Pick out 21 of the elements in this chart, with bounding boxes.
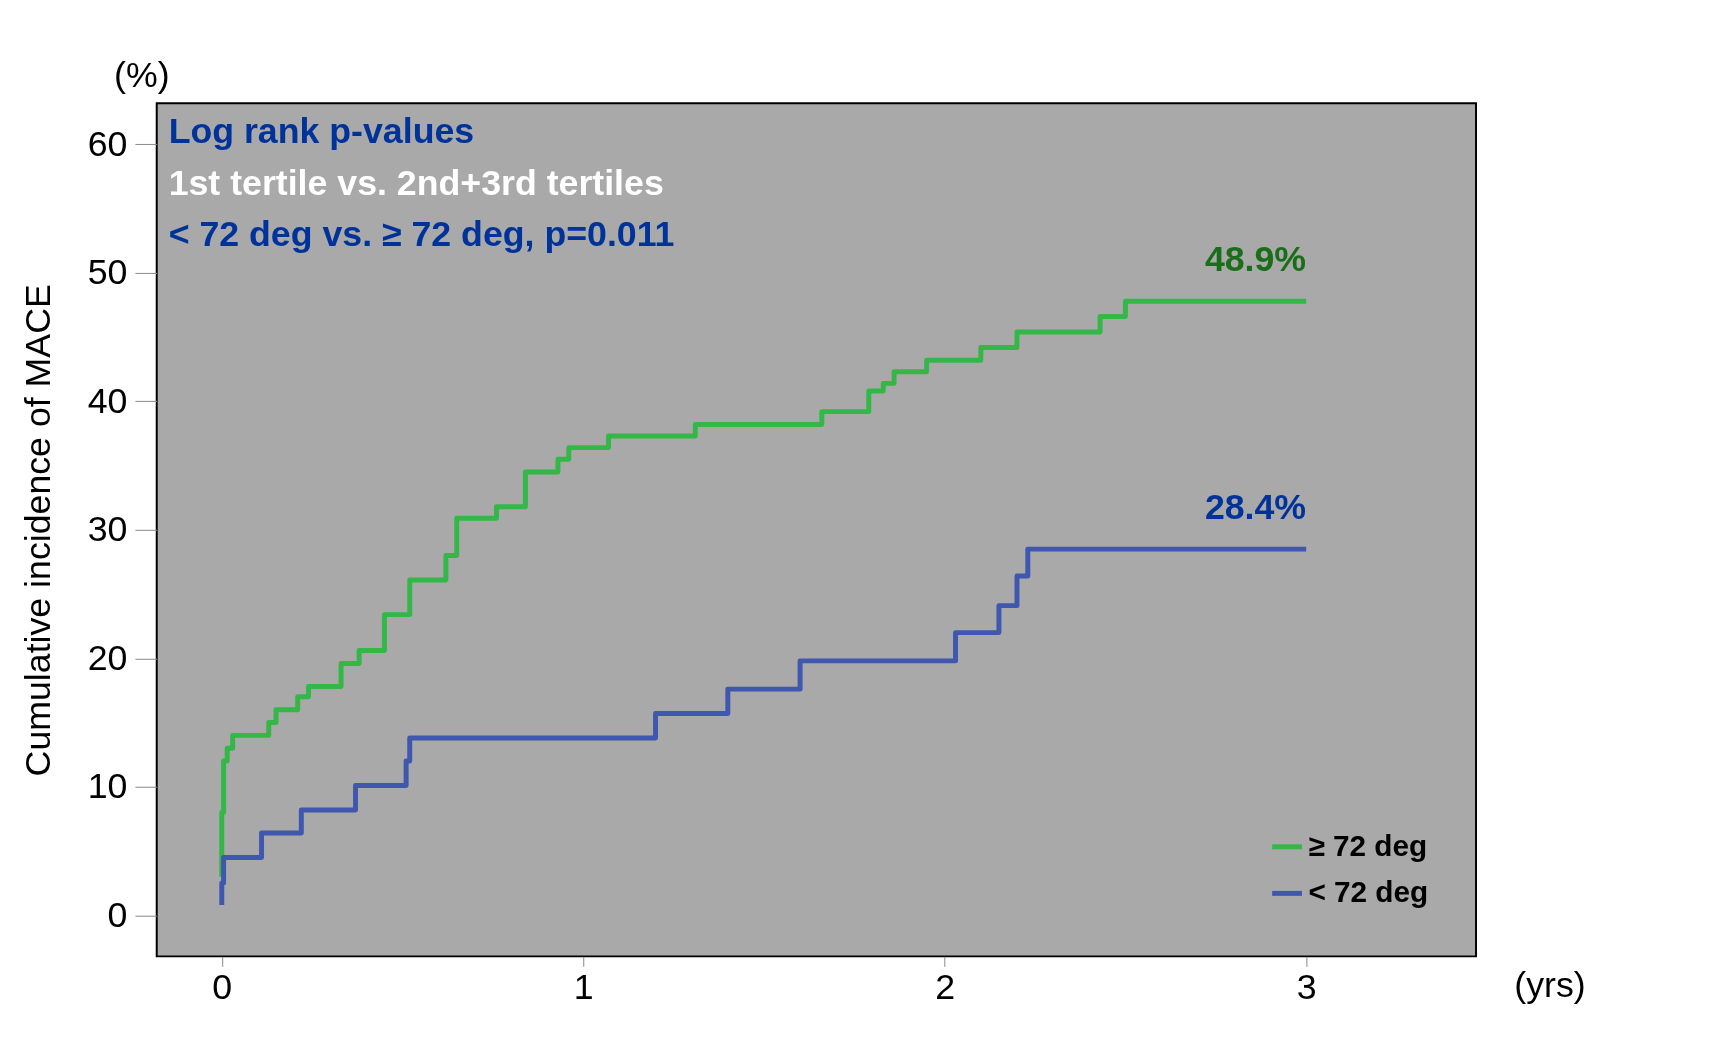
annotation: 1st tertile vs. 2nd+3rd tertiles [168,162,664,203]
x-tick-label: 1 [573,966,594,1007]
y-tick-label: 0 [107,894,128,935]
x-tick-label: 3 [1296,966,1317,1007]
legend-label: ≥ 72 deg [1308,828,1428,862]
text: (%) [114,55,170,96]
y-tick-label: 20 [87,637,128,678]
annotation: < 72 deg vs. ≥ 72 deg, p=0.011 [168,214,675,255]
y-tick-label: 10 [87,766,128,807]
x-tick-label: 2 [935,966,956,1007]
x-axis-title: (yrs) [1514,964,1586,1005]
y-tick-label: 40 [87,380,128,421]
legend-label: < 72 deg [1308,875,1429,909]
x-tick-label: 0 [212,966,233,1007]
annotation: 28.4% [1204,487,1307,528]
y-tick-label: 30 [87,509,128,550]
annotation: Log rank p-values [168,110,475,151]
y-tick-label: 50 [87,252,128,293]
y-tick-label: 60 [87,123,128,164]
annotation: 48.9% [1204,239,1307,280]
y-axis-title: Cumulative incidence of MACE [18,284,59,777]
